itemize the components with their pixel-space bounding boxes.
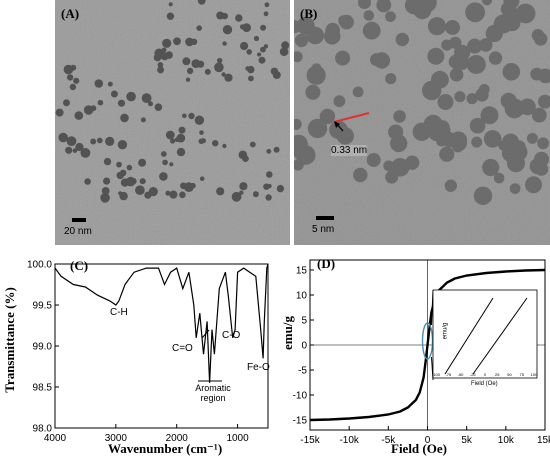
panel-label-c: (C) (70, 258, 89, 273)
x-tick-label: 10k (498, 435, 515, 446)
ftir-annotation-co-single: C-O (222, 330, 241, 341)
tem-image-b-texture (294, 0, 550, 245)
scale-bar-a (72, 218, 86, 222)
y-tick-label: 10 (296, 291, 308, 302)
y-tick-label: 99.5 (33, 301, 53, 312)
panel-label-a: (A) (61, 6, 80, 21)
ftir-chart: 4000 3000 2000 1000 98.0 98.5 99.0 99.5 100.0 (27, 260, 269, 444)
x-tick-label: 2000 (166, 433, 189, 444)
y-tick-label: 98.0 (33, 424, 53, 435)
inset-x-tick-label: -100 (432, 372, 441, 377)
panel-label-d: (D) (317, 256, 336, 271)
ftir-annotation-aromatic: Aromatic region (195, 383, 231, 403)
y-tick-label: 5 (301, 316, 307, 327)
x-tick-label: 15k (537, 435, 550, 446)
ftir-series-line (54, 263, 269, 383)
y-tick-label: 100.0 (27, 260, 52, 271)
lattice-spacing-label: 0.33 nm (331, 145, 368, 156)
inset-x-tick-label: -75 (445, 372, 452, 377)
ftir-panel: 4000 3000 2000 1000 98.0 98.5 99.0 99.5 100.0 (C… (0, 250, 275, 465)
scale-bar-label-a: 20 nm (64, 226, 92, 237)
x-tick-label: 3000 (105, 433, 128, 444)
zoom-ellipse (421, 322, 434, 360)
y-tick-label: -15 (293, 416, 308, 427)
y-tick-label: 15 (296, 266, 308, 277)
x-tick-label: 5k (461, 435, 473, 446)
y-tick-label: -5 (298, 366, 307, 377)
vsm-chart: -15k-10k-5k05k10k15k-15-10-5051015-100-7… (293, 259, 550, 446)
vsm-y-axis-label: emu/g (280, 316, 295, 350)
x-tick-label: 0 (425, 435, 431, 446)
inset-x-tick-label: 25 (495, 372, 500, 377)
tem-image-b: (B) 0.33 nm 5 nm (294, 0, 550, 245)
inset-frame (432, 289, 538, 379)
vsm-x-axis-label: Field (Oe) (391, 441, 447, 456)
panel-label-b: (B) (300, 6, 318, 21)
x-tick-label: 1000 (226, 433, 249, 444)
inset-x-tick-label: 75 (520, 372, 525, 377)
vsm-panel: -15k-10k-5k05k10k15k-15-10-5051015-100-7… (275, 250, 550, 465)
inset-x-tick-label: 50 (507, 372, 512, 377)
ftir-y-axis-label: Transmittance (%) (2, 287, 17, 393)
inset-x-tick-label: 0 (484, 372, 487, 377)
inset-x-tick-label: -50 (458, 372, 465, 377)
ftir-annotation-feo: Fe-O (247, 362, 270, 373)
inset-branch-2 (472, 297, 528, 375)
x-tick-label: -5k (381, 435, 396, 446)
y-tick-label: 98.5 (33, 383, 53, 394)
scale-bar-b (316, 216, 334, 220)
y-tick-label: 0 (301, 341, 307, 352)
inset-x-tick-label: 100 (531, 372, 538, 377)
lattice-marker (333, 112, 370, 123)
hysteresis-curve (309, 268, 546, 422)
inset-branch-1 (444, 297, 494, 375)
x-tick-label: 4000 (44, 433, 67, 444)
x-tick-label: -10k (339, 435, 359, 446)
inset-y-axis-label: emu/g (442, 322, 449, 340)
tem-image-a-texture (55, 0, 290, 245)
y-tick-label: 99.0 (33, 342, 53, 353)
co-double-arrow (201, 329, 210, 339)
tem-image-a: (A) 20 nm (55, 0, 290, 245)
ftir-x-axis-label: Wavenumber (cm⁻¹) (108, 441, 223, 456)
inset-x-tick-label: -25 (470, 372, 477, 377)
y-tick-label: -10 (293, 391, 308, 402)
x-tick-label: -15k (300, 435, 320, 446)
scale-bar-label-b: 5 nm (312, 224, 335, 235)
inset-x-axis-label: Field (Oe) (471, 381, 498, 387)
ftir-annotation-co-double: C=O (172, 343, 193, 354)
ftir-annotation-ch: C-H (110, 307, 128, 318)
